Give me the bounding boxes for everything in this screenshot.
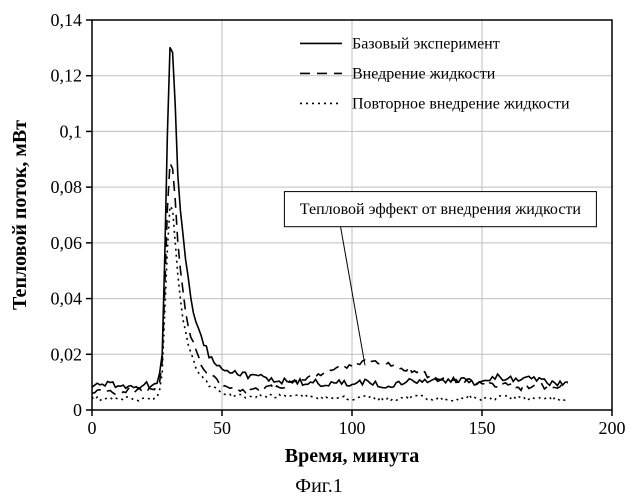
- y-tick-label: 0,1: [60, 121, 83, 141]
- x-tick-label: 0: [88, 418, 97, 438]
- y-tick-label: 0,02: [51, 344, 83, 364]
- y-tick-label: 0: [73, 400, 82, 420]
- figure-caption: Фиг.1: [295, 475, 342, 497]
- y-tick-label: 0,12: [51, 66, 83, 86]
- legend-label: Внедрение жидкости: [352, 65, 496, 82]
- x-tick-label: 200: [599, 418, 626, 438]
- y-tick-label: 0,08: [51, 177, 83, 197]
- legend-label: Базовый эксперимент: [352, 35, 500, 52]
- x-tick-label: 150: [469, 418, 496, 438]
- legend-label: Повторное внедрение жидкости: [352, 95, 570, 112]
- y-axis-label: Тепловой поток, мВт: [9, 120, 31, 310]
- x-tick-label: 100: [339, 418, 366, 438]
- callout-text: Тепловой эффект от внедрения жидкости: [300, 201, 582, 218]
- chart-container: 0 50 100 150 200 0 0,02 0,04 0,06 0,08 0,1 0,12 0,14…: [0, 0, 638, 500]
- y-tick-label: 0,04: [51, 289, 83, 309]
- x-tick-label: 50: [213, 418, 231, 438]
- line-chart: 0 50 100 150 200 0 0,02 0,04 0,06 0,08 0,1 0,12 0,14…: [0, 0, 638, 500]
- y-tick-label: 0,06: [51, 233, 83, 253]
- x-axis-label: Время, минута: [285, 445, 420, 467]
- y-tick-label: 0,14: [51, 10, 83, 30]
